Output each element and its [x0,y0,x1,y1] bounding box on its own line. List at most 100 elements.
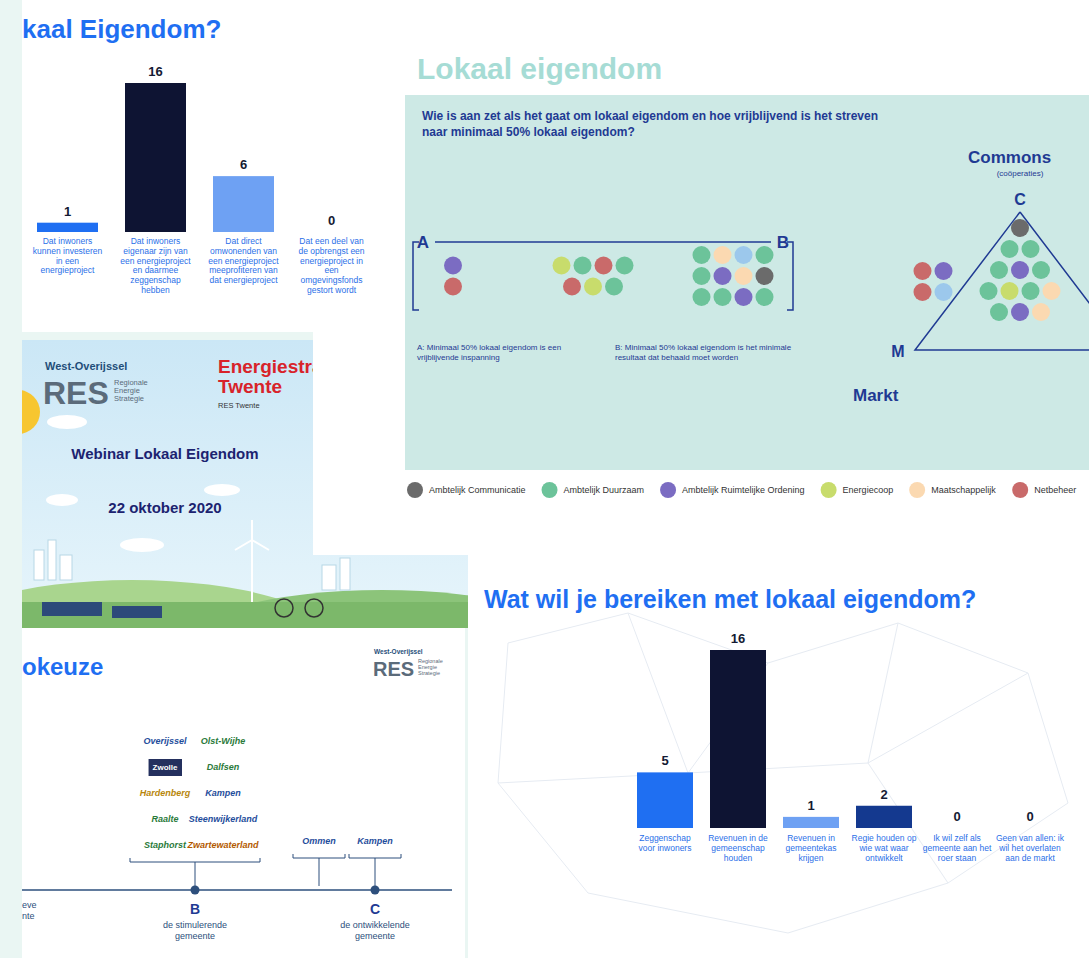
participant-dot [444,278,462,296]
bike-wheel [275,599,293,617]
participant-dot [1011,303,1029,321]
turbine-mast [251,540,253,602]
bar [213,176,274,232]
chart-title: kaal Eigendom? [22,14,221,44]
sun [22,390,40,434]
participant-dot [756,267,774,285]
bars [37,83,274,232]
brand-text: West-Overijssel [45,360,127,372]
category-label: Dat een deel van de opbrengst een energi… [295,237,369,296]
participant-dot [935,262,953,280]
participant-dot [935,283,953,301]
legend: Ambtelijk Communicatie Ambtelijk Duurzaam… [407,482,1089,498]
timeline-point [191,886,200,895]
participant-dot [1022,282,1040,300]
legend-label: Energiecoop [843,485,894,495]
participant-dot [1001,240,1019,258]
cloud [46,494,78,506]
network-line [498,783,588,893]
logo-text: RES [373,658,414,680]
brand-text: Energiestra [218,356,323,377]
corner-label: C [1014,191,1026,208]
category-label: Ik wil zelf als gemeente aan het roer st… [922,834,992,863]
webinar-date: 22 oktober 2020 [108,499,221,516]
network-line [868,623,898,763]
logo-name: Ommen [302,836,336,846]
bars [637,650,912,828]
slide-title: Lokaal eigendom [417,52,662,86]
data-label: 16 [731,631,745,646]
bar [856,806,912,828]
data-label: 2 [880,787,887,802]
network-line [588,893,788,933]
building [34,550,44,580]
brand-text: Twente [218,376,282,397]
timeline [22,889,452,891]
scale-text: B: Minimaal 50% lokaal eigendom is het m… [615,343,815,364]
building [322,565,336,590]
logo-name: Zwolle [153,763,178,772]
legend-swatch [660,482,676,498]
category-label: Zeggenschap voor inwoners [630,834,700,854]
network-line [868,673,1028,763]
network-line [1028,673,1068,803]
question: Wie is aan zet als het gaat om lokaal ei… [422,109,892,140]
logo-name: Kampen [357,836,393,846]
legend-label: Ambtelijk Communicatie [429,485,526,495]
data-label: 0 [953,809,960,824]
scale-text: A: Minimaal 50% lokaal eigendom is een v… [417,343,587,364]
building [340,558,350,590]
participant-dot [756,288,774,306]
triangle [915,212,1089,350]
slide-title: okeuze [22,653,103,680]
network-line [898,623,1028,673]
logo-text: West-Overijssel [374,648,423,656]
legend-swatch [1012,482,1028,498]
bracket [130,858,260,886]
participant-dot [444,257,462,275]
participant-dot [1001,282,1019,300]
solar-panel [42,602,102,616]
category-label: Revenuen in de gemeenschap houden [703,834,773,863]
participant-dot [756,246,774,264]
option-label: C [370,901,380,917]
logo-name: Hardenberg [140,788,191,798]
participant-dot [605,278,623,296]
brand-text: RES [43,375,109,411]
participant-dot [563,278,581,296]
category-label: Revenuen in gemeentekas krijgen [776,834,846,863]
webinar-title: Webinar Lokaal Eigendom [71,445,258,462]
legend-swatch [821,482,837,498]
bar [783,817,839,828]
participant-dot [595,257,613,275]
legend-swatch [909,482,925,498]
participant-dot [553,257,571,275]
cloud [120,538,164,552]
logo-box [149,759,182,776]
legend-swatch [542,482,558,498]
participant-dot [693,267,711,285]
data-label: 1 [807,798,814,813]
participant-dot [1011,219,1029,237]
network-line [788,883,948,933]
axis-caption: eve nte [22,900,44,923]
option-caption: de ontwikkelende gemeente [325,920,425,943]
participant-dot [1032,303,1050,321]
bar [37,223,98,232]
bike-wheel [305,599,323,617]
cloud [47,415,87,429]
participant-dot [616,257,634,275]
ground [22,602,470,628]
scale-line [435,241,771,243]
data-label: 0 [328,213,335,228]
data-label: 6 [240,157,247,172]
legend-label: Ambtelijk Duurzaam [564,485,645,495]
category-label: Regie houden op wie wat waar ontwikkelt [849,834,919,863]
logo-text: Strategie [418,670,440,676]
participant-dot [914,262,932,280]
panel [405,95,1089,470]
logo-name: Overijssel [143,736,187,746]
corner-title: Commons [968,148,1051,167]
network-line [768,623,898,663]
participant-dot [914,283,932,301]
